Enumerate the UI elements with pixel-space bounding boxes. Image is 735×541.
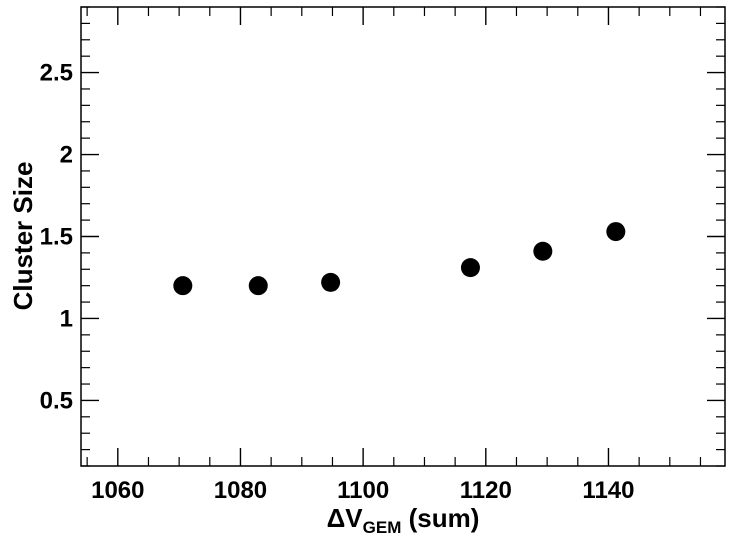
- x-axis-title-subscript: GEM: [363, 518, 402, 537]
- major-ticks: [81, 7, 725, 466]
- x-tick-labels: 1060 1080 1100 1120 1140: [91, 477, 634, 504]
- minor-ticks: [81, 6, 725, 467]
- data-point: [321, 272, 341, 292]
- y-tick-label: 2: [60, 142, 73, 169]
- data-point: [248, 276, 268, 296]
- x-tick-label: 1060: [91, 477, 144, 504]
- y-tick-label: 1.5: [40, 224, 73, 251]
- x-tick-label: 1120: [460, 477, 512, 504]
- x-axis-title: ΔVGEM (sum): [327, 503, 480, 537]
- data-point: [173, 276, 193, 296]
- y-tick-label: 0.5: [40, 387, 73, 414]
- x-tick-label: 1080: [214, 477, 267, 504]
- x-tick-label: 1100: [337, 477, 389, 504]
- x-tick-label: 1140: [582, 477, 634, 504]
- y-tick-labels: 0.5 1 1.5 2 2.5: [40, 60, 73, 415]
- data-point: [460, 258, 480, 278]
- x-axis-title-suffix: (sum): [401, 503, 479, 533]
- plot-frame: [80, 6, 726, 467]
- x-axis-title-prefix: ΔV: [327, 503, 364, 533]
- y-tick-label: 1: [60, 305, 73, 332]
- data-points: [173, 222, 626, 296]
- y-tick-label: 2.5: [40, 60, 73, 87]
- data-point: [606, 222, 626, 242]
- y-axis-title: Cluster Size: [8, 162, 38, 311]
- data-point: [533, 241, 553, 261]
